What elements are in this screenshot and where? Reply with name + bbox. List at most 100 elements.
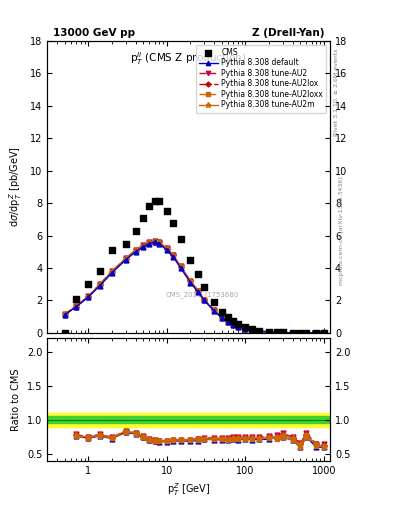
Pythia 8.308 tune-AU2 <box>314 330 319 336</box>
Y-axis label: d$\sigma$/dp$_T^Z$ [pb/GeV]: d$\sigma$/dp$_T^Z$ [pb/GeV] <box>7 146 24 227</box>
Pythia 8.308 tune-AU2loxx <box>226 319 230 325</box>
Pythia 8.308 tune-AU2loxx <box>243 326 248 332</box>
Pythia 8.308 tune-AU2lox <box>219 314 224 321</box>
Text: Rivet 3.1.10, ≥ 2.6M events: Rivet 3.1.10, ≥ 2.6M events <box>334 49 338 136</box>
CMS <box>211 298 217 306</box>
Pythia 8.308 default <box>257 328 261 334</box>
Pythia 8.308 tune-AU2loxx <box>235 324 240 330</box>
Pythia 8.308 tune-AU2lox <box>231 322 235 328</box>
Pythia 8.308 tune-AU2 <box>147 239 152 245</box>
Pythia 8.308 default <box>133 249 138 255</box>
Pythia 8.308 default <box>243 326 248 332</box>
CMS <box>321 329 327 337</box>
Pythia 8.308 tune-AU2m <box>178 263 183 269</box>
Pythia 8.308 tune-AU2lox <box>212 307 217 313</box>
Pythia 8.308 default <box>212 308 217 314</box>
CMS <box>256 327 262 335</box>
CMS <box>297 329 303 337</box>
CMS <box>266 328 272 336</box>
Pythia 8.308 tune-AU2m <box>298 330 303 336</box>
Pythia 8.308 tune-AU2lox <box>164 246 169 252</box>
Pythia 8.308 tune-AU2 <box>86 293 91 300</box>
Text: CMS_2019_I1753680: CMS_2019_I1753680 <box>166 291 239 298</box>
Pythia 8.308 tune-AU2m <box>202 297 207 303</box>
Pythia 8.308 tune-AU2m <box>290 330 295 336</box>
Pythia 8.308 tune-AU2lox <box>62 312 67 318</box>
Pythia 8.308 tune-AU2m <box>314 330 319 336</box>
Pythia 8.308 tune-AU2 <box>281 329 285 335</box>
Pythia 8.308 tune-AU2 <box>178 263 183 269</box>
Pythia 8.308 tune-AU2loxx <box>274 329 279 335</box>
Pythia 8.308 tune-AU2loxx <box>62 312 67 318</box>
Pythia 8.308 tune-AU2lox <box>74 304 79 310</box>
Y-axis label: Ratio to CMS: Ratio to CMS <box>11 368 21 431</box>
Pythia 8.308 tune-AU2lox <box>86 294 91 300</box>
Pythia 8.308 tune-AU2 <box>74 303 79 309</box>
Pythia 8.308 tune-AU2lox <box>196 288 200 294</box>
Pythia 8.308 tune-AU2m <box>164 245 169 251</box>
Pythia 8.308 tune-AU2m <box>266 329 271 335</box>
Pythia 8.308 tune-AU2loxx <box>86 294 91 300</box>
Pythia 8.308 tune-AU2loxx <box>164 246 169 252</box>
CMS <box>97 267 103 275</box>
Pythia 8.308 default <box>188 280 193 286</box>
Pythia 8.308 tune-AU2 <box>188 278 193 284</box>
CMS <box>140 214 146 222</box>
Pythia 8.308 tune-AU2lox <box>110 269 114 275</box>
Legend: CMS, Pythia 8.308 default, Pythia 8.308 tune-AU2, Pythia 8.308 tune-AU2lox, Pyth: CMS, Pythia 8.308 default, Pythia 8.308 … <box>196 45 326 113</box>
CMS <box>61 329 68 337</box>
Pythia 8.308 tune-AU2 <box>266 329 271 335</box>
Pythia 8.308 tune-AU2lox <box>281 330 285 336</box>
Pythia 8.308 tune-AU2lox <box>314 330 319 336</box>
Pythia 8.308 default <box>147 241 152 247</box>
Pythia 8.308 tune-AU2m <box>257 328 261 334</box>
Pythia 8.308 tune-AU2lox <box>274 329 279 335</box>
Pythia 8.308 tune-AU2loxx <box>231 322 235 328</box>
Pythia 8.308 default <box>62 312 67 318</box>
Pythia 8.308 default <box>290 330 295 336</box>
Pythia 8.308 tune-AU2m <box>231 322 235 328</box>
Pythia 8.308 tune-AU2lox <box>321 330 326 336</box>
Pythia 8.308 tune-AU2m <box>123 255 128 261</box>
Pythia 8.308 tune-AU2m <box>147 239 152 245</box>
CMS <box>146 202 152 210</box>
Pythia 8.308 tune-AU2lox <box>152 239 157 245</box>
Pythia 8.308 tune-AU2 <box>164 245 169 251</box>
Pythia 8.308 tune-AU2m <box>243 326 248 332</box>
Pythia 8.308 default <box>266 329 271 335</box>
CMS <box>156 198 162 206</box>
Pythia 8.308 default <box>171 253 175 260</box>
Pythia 8.308 tune-AU2loxx <box>123 257 128 263</box>
Pythia 8.308 tune-AU2 <box>133 247 138 253</box>
CMS <box>219 308 225 316</box>
Pythia 8.308 tune-AU2m <box>274 329 279 335</box>
X-axis label: p$_T^Z$ [GeV]: p$_T^Z$ [GeV] <box>167 481 210 498</box>
CMS <box>242 323 248 331</box>
Pythia 8.308 default <box>86 294 91 300</box>
Pythia 8.308 tune-AU2loxx <box>290 330 295 336</box>
Pythia 8.308 default <box>97 283 102 289</box>
Pythia 8.308 tune-AU2 <box>157 239 162 245</box>
CMS <box>85 280 92 288</box>
Pythia 8.308 tune-AU2m <box>321 330 326 336</box>
Bar <box>47 413 330 426</box>
Pythia 8.308 tune-AU2lox <box>290 330 295 336</box>
Pythia 8.308 tune-AU2 <box>123 255 128 261</box>
Pythia 8.308 tune-AU2loxx <box>157 240 162 246</box>
Pythia 8.308 default <box>321 330 326 336</box>
CMS <box>290 329 296 337</box>
Pythia 8.308 tune-AU2lox <box>249 327 254 333</box>
Pythia 8.308 tune-AU2 <box>171 252 175 258</box>
Pythia 8.308 tune-AU2m <box>219 314 224 321</box>
Pythia 8.308 tune-AU2m <box>110 268 114 274</box>
CMS <box>274 328 280 336</box>
Pythia 8.308 default <box>235 324 240 330</box>
Pythia 8.308 tune-AU2loxx <box>249 327 254 333</box>
Pythia 8.308 tune-AU2lox <box>226 318 230 325</box>
Pythia 8.308 tune-AU2lox <box>97 282 102 288</box>
Pythia 8.308 tune-AU2m <box>196 288 200 294</box>
Line: Pythia 8.308 tune-AU2lox: Pythia 8.308 tune-AU2lox <box>62 240 326 335</box>
CMS <box>178 234 184 243</box>
Pythia 8.308 tune-AU2 <box>97 281 102 287</box>
Pythia 8.308 default <box>281 330 285 336</box>
